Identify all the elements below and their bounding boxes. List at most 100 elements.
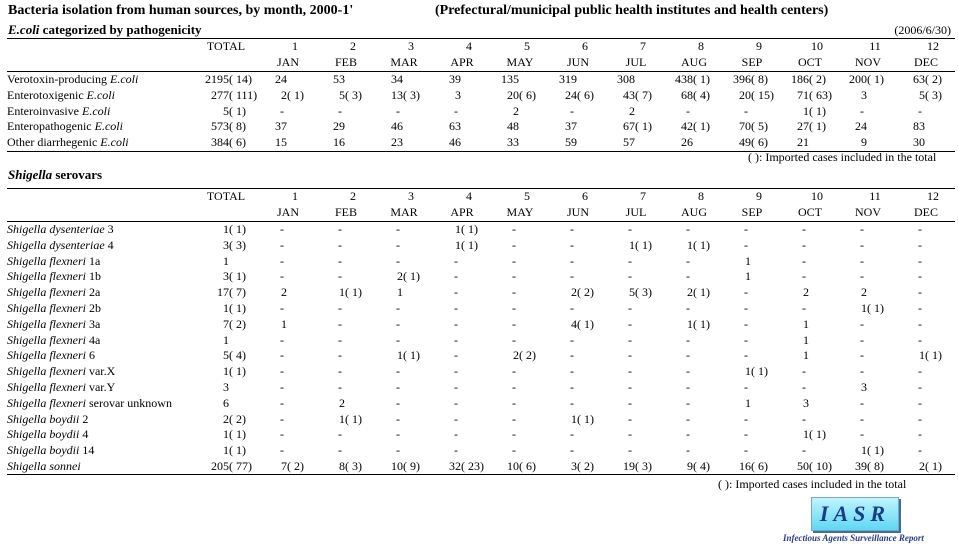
imported-count: 15: [758, 87, 770, 102]
imported-value: ( 7): [635, 87, 652, 102]
table-row: Shigella flexneri serovar unknown 6 - 2 - - - -…: [7, 395, 955, 411]
imported-value: ( 4): [229, 348, 246, 363]
imported-count: 6: [526, 458, 532, 473]
header-month-number: 2: [317, 37, 375, 55]
imported-count: 6: [526, 87, 532, 102]
imported-value: [287, 395, 317, 411]
table-row: Shigella flexneri 1a 1 - - - - - - - - 1 - - -: [7, 253, 955, 269]
shigella-table: TOTAL 1 2 3 4 5 6 7 8 9 10 11 12 JAN FEB MAR APR MAY JUN JU…: [7, 187, 955, 476]
imported-count: 1: [410, 269, 416, 284]
table-row: Shigella flexneri var.Y 3 - - - - - - - - - - 3 -: [7, 380, 955, 396]
imported-value: ( 2): [577, 458, 607, 476]
total-value: 2195: [205, 71, 229, 86]
imported-value: [287, 332, 317, 348]
month-value: -: [338, 364, 342, 379]
month-value: -: [802, 253, 806, 268]
ecoli-section-title: E.coli categorized by pathogenicity: [8, 22, 202, 38]
month-value: 1: [281, 316, 287, 331]
imported-count: 1: [236, 364, 242, 379]
imported-value: [287, 380, 317, 396]
imported-value: [693, 221, 723, 237]
table-row: Shigella sonnei 205( 77) 7( 2) 8( 3) 10( 9) 3…: [7, 458, 955, 476]
imported-value: ( 1): [229, 103, 246, 118]
imported-value: [577, 380, 607, 396]
imported-value: [925, 332, 955, 348]
total-value: 5: [223, 348, 229, 363]
header-row-months: JAN FEB MAR APR MAY JUN JUL AUG SEP OCT NOV DEC: [7, 54, 955, 72]
header-month-number: 10: [781, 187, 839, 205]
imported-value: ( 1): [925, 458, 955, 476]
month-value: -: [860, 411, 864, 426]
month-value: 9: [665, 458, 693, 476]
month-value: 48: [507, 119, 519, 134]
ecoli-title-italic: E.coli: [8, 22, 40, 37]
imported-value: [867, 395, 897, 411]
imported-value: [461, 364, 491, 380]
row-label-post: 1a: [85, 253, 101, 268]
imported-value: ( 1): [229, 364, 246, 379]
imported-count: 6: [236, 135, 242, 150]
total-value: 3: [223, 237, 229, 252]
imported-value: ( 1): [693, 71, 710, 86]
row-label-italic: Shigella boydii: [7, 443, 80, 458]
month-value: -: [744, 316, 748, 331]
month-value: 186: [791, 71, 809, 86]
row-label-italic: Shigella dysenteriae: [7, 221, 105, 236]
imported-value: [577, 221, 607, 237]
imported-value: [403, 332, 433, 348]
month-value: 16: [723, 458, 751, 476]
month-value: -: [512, 237, 516, 252]
month-value: -: [338, 379, 342, 394]
imported-value: [461, 411, 491, 427]
imported-value: [925, 253, 955, 269]
report-date: (2006/6/30): [894, 23, 951, 37]
imported-value: [287, 364, 317, 380]
imported-value: [577, 348, 607, 364]
imported-value: [287, 301, 317, 317]
imported-value: [867, 237, 897, 253]
imported-value: ( 1): [229, 443, 246, 458]
month-value: -: [396, 103, 400, 118]
imported-value: [519, 364, 549, 380]
imported-value: ( 8): [751, 71, 768, 86]
imported-value: [403, 316, 433, 332]
imported-value: [461, 285, 491, 301]
imported-count: 1: [642, 119, 648, 134]
imported-value: [345, 269, 375, 285]
month-value: -: [338, 103, 342, 118]
imported-value: [287, 427, 317, 443]
imported-value: ( 1): [403, 348, 420, 363]
imported-value: [403, 237, 433, 253]
imported-value: [693, 395, 723, 411]
iasr-logo: IASR: [811, 497, 899, 531]
imported-count: 1: [352, 285, 358, 300]
imported-value: [751, 427, 781, 443]
month-value: -: [744, 379, 748, 394]
imported-value: [403, 71, 433, 87]
month-value: -: [802, 269, 806, 284]
imported-count: 1: [932, 348, 938, 363]
imported-value: [635, 411, 665, 427]
month-value: -: [628, 316, 632, 331]
month-value: -: [918, 379, 922, 394]
header-month-number: 12: [897, 37, 955, 55]
row-label-post: 2b: [85, 300, 101, 315]
imported-value: ( 3): [925, 87, 942, 102]
month-value: 1: [745, 269, 751, 284]
month-value: -: [860, 316, 864, 331]
imported-value: [577, 427, 607, 443]
imported-value: [693, 411, 723, 427]
row-label-pre: Enteroinvasive: [7, 103, 82, 118]
month-value: 21: [781, 134, 809, 152]
month-value: 20: [739, 87, 751, 102]
imported-value: [867, 253, 897, 269]
imported-count: 6: [758, 135, 764, 150]
imported-value: [345, 221, 375, 237]
imported-value: [809, 364, 839, 380]
row-label: Shigella flexneri var.Y: [7, 380, 193, 396]
month-value: -: [512, 269, 516, 284]
total-value: 7: [223, 316, 229, 331]
month-value: -: [686, 348, 690, 363]
imported-value: [229, 332, 259, 348]
imported-value: [925, 119, 955, 135]
